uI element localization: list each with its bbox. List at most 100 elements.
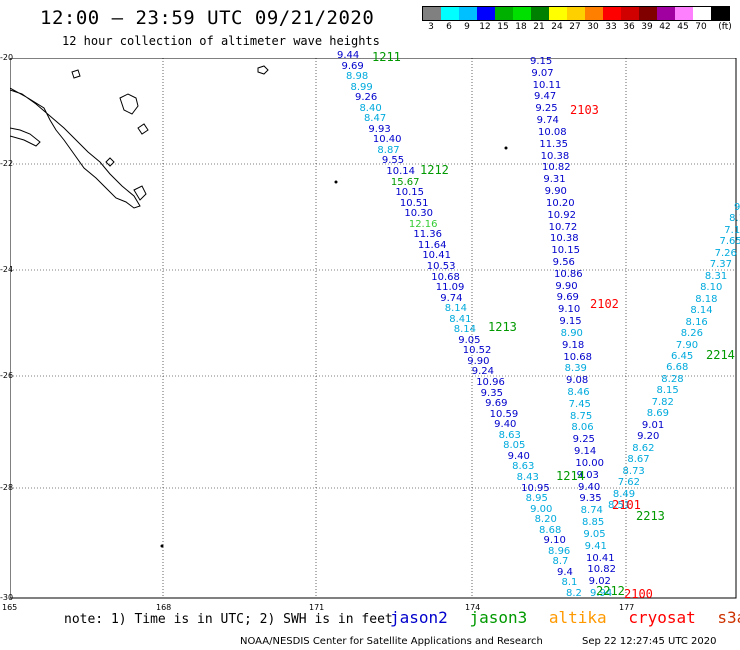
lon-label: 171: [309, 603, 325, 612]
wave-value-track-b: 9.14: [574, 446, 597, 458]
wave-value-track-a: 12.16: [408, 218, 438, 230]
wave-value-track-a: 8.7: [552, 556, 569, 568]
pass-label: 1212: [420, 163, 449, 177]
color-scale-label: 39: [641, 22, 653, 32]
lat-label: -30: [0, 593, 14, 602]
wave-value-track-b: 9.94: [590, 588, 613, 599]
wave-value-track-b: 9.18: [562, 339, 585, 351]
island-dot: [504, 146, 508, 150]
wave-value-track-b: 8.75: [570, 410, 593, 422]
color-swatch: [603, 7, 621, 20]
wave-value-track-b: 9.56: [552, 256, 575, 268]
wave-value-track-b: 10.08: [538, 126, 567, 138]
wave-value-track-b: 9.69: [556, 292, 579, 304]
color-scale-label: 45: [677, 22, 689, 32]
wave-value-track-a: 8.20: [534, 514, 557, 526]
wave-value-track-a: 9.74: [440, 292, 463, 304]
wave-value-track-c: 6.68: [666, 362, 689, 374]
wave-value-track-b: 8.74: [580, 505, 603, 517]
pass-label: 2103: [570, 103, 599, 117]
lon-label: 165: [2, 603, 18, 612]
wave-value-track-b: 8.39: [564, 363, 587, 375]
wave-value-track-a: 8.47: [363, 113, 387, 125]
color-scale-label: 3: [428, 22, 434, 32]
wave-value-track-b: 9.90: [544, 186, 567, 198]
wave-value-track-b: 8.06: [571, 422, 594, 434]
wave-value-track-b: 10.11: [532, 79, 562, 91]
wave-value-track-c: 7.37: [709, 259, 733, 271]
wave-value-track-b: 10.68: [563, 351, 592, 363]
color-scale-label: 18: [515, 22, 527, 32]
wave-value-track-b: 9.31: [543, 174, 566, 186]
color-swatch: [459, 7, 477, 20]
color-swatch: [513, 7, 531, 20]
color-swatch: [657, 7, 675, 20]
wave-value-track-c: 8.73: [622, 465, 645, 477]
wave-value-track-a: 15.67: [390, 176, 420, 188]
pass-label: 2100: [624, 587, 653, 601]
wave-value-track-a: 8.1: [561, 577, 578, 589]
wave-value-track-c: 8.67: [627, 454, 650, 466]
wave-value-track-b: 9.10: [558, 304, 581, 316]
map-plot: [10, 58, 737, 599]
wave-value-track-b: 9.03: [576, 469, 599, 481]
legend-jason3: jason3: [469, 608, 528, 627]
wave-value-track-a: 8.63: [512, 461, 535, 473]
wave-value-track-a: 9.05: [458, 334, 481, 346]
color-scale-labels: 3 6 9 12 15 18 21 24 27 30 33 36 39 42 45 70 (ft): [422, 22, 738, 34]
color-scale-label: 30: [587, 22, 599, 32]
page-title: 12:00 – 23:59 UTC 09/21/2020: [40, 7, 375, 29]
wave-value-track-a: 10.40: [372, 134, 402, 146]
wave-value-track-a: 9.55: [381, 155, 405, 167]
pass-label: 2213: [636, 509, 665, 523]
legend-altika: altika: [548, 608, 607, 627]
wave-value-track-a: 8.43: [516, 471, 539, 483]
lat-label: -22: [0, 159, 14, 168]
wave-value-track-b: 10.72: [548, 221, 578, 233]
color-swatch: [585, 7, 603, 20]
wave-value-track-a: 10.14: [386, 166, 416, 178]
wave-value-track-a: 10.59: [489, 408, 519, 420]
wave-value-track-a: 8.14: [453, 324, 476, 336]
wave-value-track-a: 11.09: [435, 282, 465, 294]
wave-value-track-a: 9.93: [368, 123, 391, 135]
wave-value-track-a: 9.24: [471, 366, 494, 378]
color-scale-label: 70: [695, 22, 707, 32]
wave-value-track-a: 8.05: [503, 440, 526, 452]
wave-value-track-a: 9.10: [543, 535, 566, 547]
wave-value-track-b: 10.92: [547, 209, 576, 221]
lat-label: -24: [0, 265, 14, 274]
wave-value-track-a: 9.35: [480, 387, 503, 399]
latitude-labels: -20 -22 -24 -26 -28 -30: [0, 0, 30, 650]
footer-credit: NOAA/NESDIS Center for Satellite Applica…: [240, 636, 543, 647]
legend-cryosat: cryosat: [628, 608, 696, 627]
wave-value-track-a: 8.98: [345, 71, 369, 83]
color-swatch: [423, 7, 441, 20]
wave-value-track-a: 8.95: [525, 493, 548, 505]
color-scale-label: 33: [605, 22, 617, 32]
wave-value-track-b: 9.47: [534, 91, 557, 103]
wave-value-track-b: 9.08: [566, 375, 589, 387]
legend-s3a: s3a: [717, 608, 740, 627]
color-scale-label: 6: [446, 22, 452, 32]
wave-value-track-b: 10.00: [575, 457, 604, 469]
wave-value-track-a: 10.68: [431, 271, 460, 283]
color-scale-label: 24: [551, 22, 563, 32]
island-dot: [160, 544, 164, 548]
color-scale-bar: [422, 6, 730, 21]
color-swatch: [531, 7, 549, 20]
color-scale-label: 27: [569, 22, 581, 32]
wave-value-track-a: 10.96: [476, 377, 505, 389]
wave-value-track-b: 9.25: [535, 103, 558, 115]
wave-value-track-b: 9.05: [583, 528, 606, 540]
island-dot: [334, 180, 338, 184]
pass-label: 1214: [556, 469, 585, 483]
color-swatch: [477, 7, 495, 20]
color-scale-label: 15: [497, 22, 509, 32]
wave-value-track-c: 7.65: [719, 236, 740, 248]
map-frame: [10, 58, 737, 599]
wave-value-track-b: 10.15: [551, 245, 580, 257]
wave-value-track-b: 9.90: [555, 280, 578, 292]
wave-value-track-c: 7.1: [724, 224, 740, 236]
wave-value-track-a: 10.41: [422, 250, 451, 262]
